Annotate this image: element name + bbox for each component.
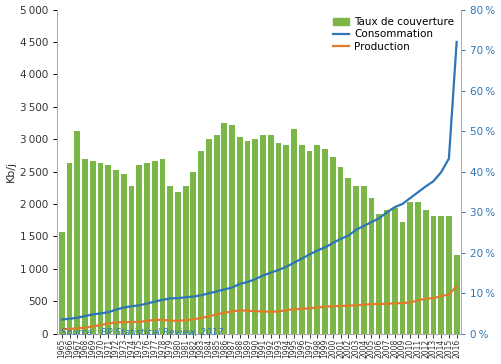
Bar bbox=[407, 202, 413, 333]
Bar bbox=[446, 216, 452, 333]
Bar bbox=[376, 214, 382, 333]
Bar bbox=[206, 139, 212, 333]
Bar bbox=[299, 145, 305, 333]
Bar bbox=[183, 186, 188, 333]
Bar bbox=[144, 163, 150, 333]
Bar bbox=[361, 186, 367, 333]
Bar bbox=[353, 186, 359, 333]
Bar bbox=[221, 123, 227, 333]
Y-axis label: Kb/j: Kb/j bbox=[6, 161, 16, 182]
Bar bbox=[438, 216, 444, 333]
Bar bbox=[237, 137, 243, 333]
Legend: Taux de couverture, Consommation, Production: Taux de couverture, Consommation, Produc… bbox=[331, 15, 456, 54]
Bar bbox=[423, 210, 428, 333]
Bar bbox=[253, 139, 258, 333]
Bar bbox=[105, 166, 111, 333]
Bar bbox=[345, 178, 351, 333]
Bar bbox=[175, 192, 181, 333]
Bar bbox=[67, 163, 73, 333]
Bar bbox=[152, 161, 158, 333]
Bar bbox=[454, 254, 459, 333]
Bar bbox=[384, 210, 390, 333]
Bar bbox=[121, 174, 127, 333]
Bar bbox=[338, 167, 343, 333]
Bar bbox=[276, 143, 282, 333]
Bar bbox=[167, 186, 173, 333]
Bar bbox=[314, 145, 320, 333]
Bar bbox=[98, 163, 103, 333]
Bar bbox=[198, 151, 204, 333]
Bar bbox=[214, 135, 219, 333]
Bar bbox=[369, 198, 374, 333]
Bar bbox=[284, 145, 289, 333]
Bar bbox=[260, 135, 266, 333]
Bar bbox=[90, 161, 96, 333]
Bar bbox=[322, 149, 328, 333]
Bar bbox=[82, 159, 88, 333]
Bar bbox=[415, 202, 421, 333]
Bar bbox=[392, 208, 398, 333]
Bar bbox=[74, 131, 80, 333]
Bar bbox=[244, 141, 250, 333]
Bar bbox=[113, 170, 119, 333]
Bar bbox=[430, 216, 436, 333]
Text: Source : BP Statistical Review, 2017: Source : BP Statistical Review, 2017 bbox=[61, 328, 223, 337]
Bar bbox=[229, 125, 235, 333]
Bar bbox=[136, 166, 142, 333]
Bar bbox=[291, 129, 297, 333]
Bar bbox=[307, 151, 313, 333]
Bar bbox=[159, 159, 165, 333]
Bar bbox=[330, 157, 336, 333]
Bar bbox=[129, 186, 134, 333]
Bar bbox=[268, 135, 274, 333]
Bar bbox=[399, 222, 405, 333]
Bar bbox=[190, 171, 196, 333]
Bar bbox=[59, 232, 65, 333]
